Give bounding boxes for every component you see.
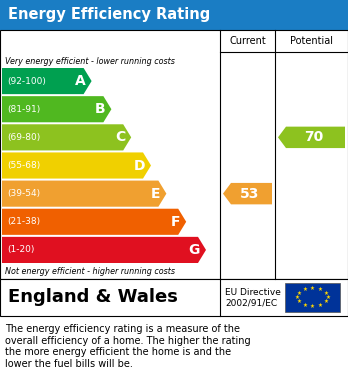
Text: (92-100): (92-100) xyxy=(7,77,46,86)
Text: Current: Current xyxy=(229,36,266,46)
Text: (1-20): (1-20) xyxy=(7,246,34,255)
Text: Not energy efficient - higher running costs: Not energy efficient - higher running co… xyxy=(5,267,175,276)
Text: (55-68): (55-68) xyxy=(7,161,40,170)
Text: ★: ★ xyxy=(302,303,307,308)
Bar xyxy=(0,30,348,279)
Text: ★: ★ xyxy=(323,291,328,296)
Text: 70: 70 xyxy=(304,130,323,144)
Bar xyxy=(0,0,348,30)
Text: ★: ★ xyxy=(318,303,323,308)
Text: EU Directive
2002/91/EC: EU Directive 2002/91/EC xyxy=(225,288,281,307)
Text: (81-91): (81-91) xyxy=(7,105,40,114)
Text: The energy efficiency rating is a measure of the
overall efficiency of a home. T: The energy efficiency rating is a measur… xyxy=(5,324,251,369)
Text: (21-38): (21-38) xyxy=(7,217,40,226)
Text: ★: ★ xyxy=(318,287,323,292)
Text: ★: ★ xyxy=(295,295,300,300)
Polygon shape xyxy=(2,124,131,151)
Text: Very energy efficient - lower running costs: Very energy efficient - lower running co… xyxy=(5,57,175,66)
Text: ★: ★ xyxy=(323,300,328,304)
Text: ★: ★ xyxy=(310,304,315,309)
Text: Energy Efficiency Rating: Energy Efficiency Rating xyxy=(8,7,210,23)
Text: England & Wales: England & Wales xyxy=(8,289,178,307)
Bar xyxy=(0,279,348,316)
Text: ★: ★ xyxy=(297,300,302,304)
Text: A: A xyxy=(75,74,86,88)
Text: D: D xyxy=(134,158,145,172)
Polygon shape xyxy=(2,96,111,122)
Polygon shape xyxy=(2,68,92,94)
Text: B: B xyxy=(95,102,105,116)
Text: ★: ★ xyxy=(297,291,302,296)
Text: 53: 53 xyxy=(240,187,259,201)
Polygon shape xyxy=(2,209,186,235)
Text: (39-54): (39-54) xyxy=(7,189,40,198)
Text: (69-80): (69-80) xyxy=(7,133,40,142)
Text: C: C xyxy=(115,130,125,144)
Polygon shape xyxy=(2,237,206,263)
Polygon shape xyxy=(278,127,345,148)
Polygon shape xyxy=(2,181,166,207)
Text: ★: ★ xyxy=(325,295,330,300)
Text: Potential: Potential xyxy=(290,36,333,46)
Text: E: E xyxy=(151,187,160,201)
Text: F: F xyxy=(171,215,180,229)
Text: ★: ★ xyxy=(302,287,307,292)
Polygon shape xyxy=(2,152,151,179)
Text: G: G xyxy=(189,243,200,257)
Polygon shape xyxy=(223,183,272,204)
Bar xyxy=(285,283,340,312)
Text: ★: ★ xyxy=(310,286,315,291)
